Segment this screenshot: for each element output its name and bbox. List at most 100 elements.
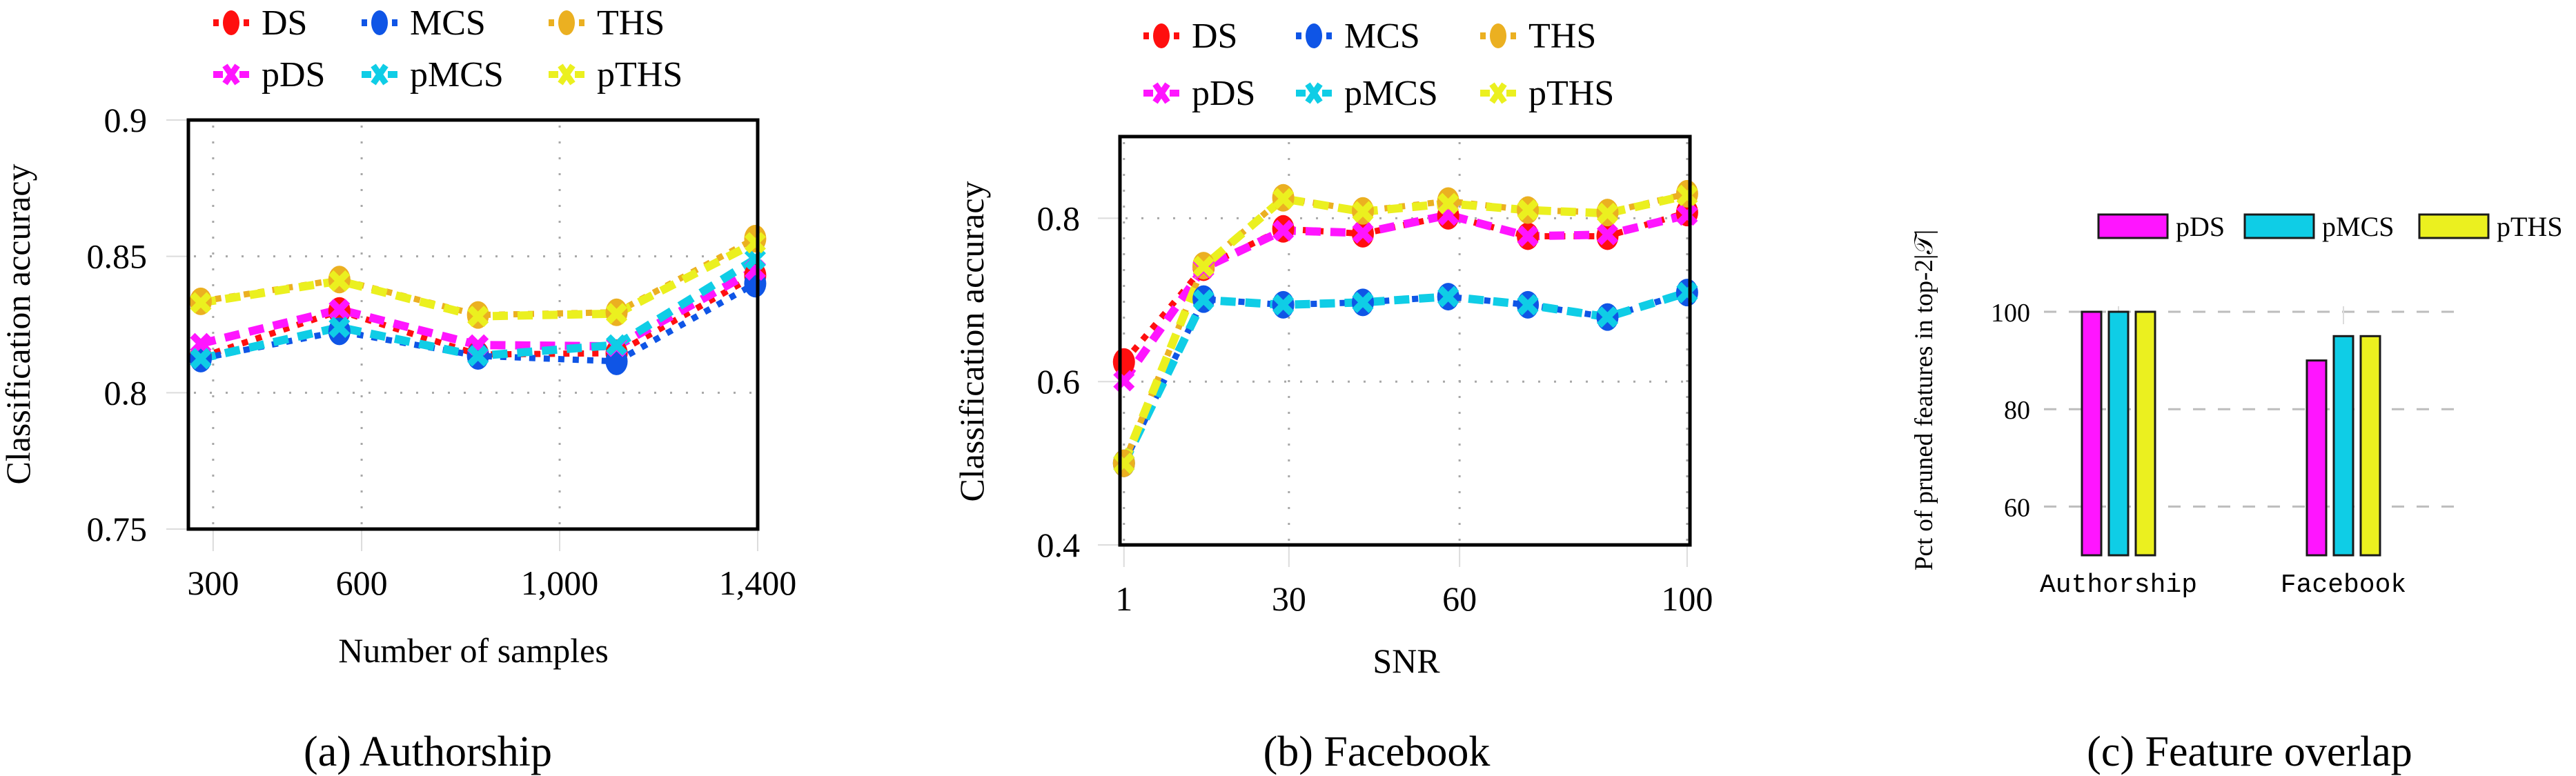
legend-label: pMCS — [2322, 211, 2395, 242]
series-line-pds — [1120, 210, 1689, 384]
legend-label: pDS — [1192, 74, 1255, 113]
legend-item-pds: pDS — [2097, 211, 2225, 242]
x-tick-label: Facebook — [2281, 570, 2406, 600]
legend-marker-circle-icon — [1153, 23, 1170, 48]
x-tick-label: 30 — [1272, 579, 1306, 618]
data-point-pds — [1596, 223, 1619, 246]
legend-marker-cross-icon — [1305, 82, 1323, 104]
bars-feature-overlap — [2081, 310, 2381, 557]
legend-marker-circle-icon — [558, 10, 575, 35]
legend-label: pDS — [262, 55, 325, 94]
data-point-pmcs — [1272, 294, 1295, 316]
x-tick-label: 300 — [187, 564, 239, 602]
data-point-ds — [1112, 348, 1135, 376]
y-tick-label: 0.6 — [1037, 362, 1081, 401]
legend-swatch-icon — [2418, 213, 2490, 239]
bar-pmcs-facebook — [2332, 335, 2354, 557]
legend-item-ths: THS — [1480, 17, 1596, 56]
panel-feature-overlap: pDS pMCS pTHS 60 80 100 Authorship Facebook P… — [1910, 211, 2563, 775]
legend-item-pds: pDS — [1143, 74, 1255, 113]
legend-marker-cross-icon — [222, 63, 240, 86]
series-line-pths — [1120, 191, 1689, 465]
yticks-facebook: 0.4 0.6 0.8 — [1037, 199, 1081, 564]
x-axis-label-authorship: Number of samples — [338, 631, 609, 670]
series-authorship — [189, 224, 767, 375]
bar-pds-authorship — [2081, 310, 2103, 557]
plot-frame-authorship — [186, 118, 760, 531]
data-point-pds — [328, 299, 351, 321]
plot-frame-facebook — [1118, 135, 1692, 547]
legend-feature-overlap: pDS pMCS pTHS — [2097, 211, 2563, 242]
legend-item-ds: DS — [213, 3, 307, 43]
data-point-pths — [744, 232, 766, 254]
panel-authorship: DS MCS THS pDS pMCS pTHS 0.75 0.8 0.85 0.9 300 60… — [0, 3, 796, 775]
data-point-pths — [1676, 184, 1698, 206]
data-point-pds — [1272, 219, 1295, 241]
y-tick-label: 0.85 — [87, 237, 148, 276]
legend-marker-circle-icon — [223, 10, 239, 35]
legend-label: pTHS — [597, 55, 682, 94]
data-point-pths — [606, 303, 628, 325]
legend-swatch-icon — [2097, 213, 2169, 239]
legend-label: THS — [597, 3, 665, 43]
legend-item-mcs: MCS — [362, 3, 486, 43]
legend-marker-cross-icon — [371, 63, 389, 86]
legend-item-ths: THS — [549, 3, 665, 43]
x-tick-label: 100 — [1661, 579, 1713, 618]
data-point-pds — [1676, 204, 1698, 226]
y-axis-label-authorship: Classification accuracy — [0, 163, 37, 484]
legend-swatch-icon — [2243, 213, 2315, 239]
bar-pths-authorship — [2134, 310, 2156, 557]
grid-authorship — [166, 119, 759, 551]
data-point-pmcs — [1192, 289, 1215, 311]
legend-label: pMCS — [1344, 74, 1438, 113]
data-point-pths — [328, 270, 351, 292]
x-tick-label: 1 — [1115, 579, 1132, 618]
caption-facebook: (b) Facebook — [1264, 728, 1491, 775]
y-axis-label-feature-overlap: Pct of pruned features in top-2|𝒯| — [1910, 230, 1938, 570]
legend-label: THS — [1528, 17, 1596, 56]
data-point-pths — [1192, 255, 1215, 277]
legend-item-pmcs: pMCS — [362, 55, 504, 94]
y-tick-label: 0.4 — [1037, 526, 1081, 564]
x-tick-label: 1,000 — [521, 564, 599, 602]
legend-marker-cross-icon — [1489, 82, 1507, 104]
legend-label: pTHS — [2497, 211, 2563, 242]
legend-item-pds: pDS — [213, 55, 325, 94]
data-point-pths — [1272, 188, 1295, 210]
y-tick-label: 80 — [2004, 396, 2030, 425]
legend-label: DS — [262, 3, 307, 43]
data-point-pmcs — [1676, 281, 1698, 304]
legend-item-mcs: MCS — [1296, 17, 1420, 56]
legend-label: pDS — [2176, 211, 2225, 242]
data-point-pmcs — [606, 334, 628, 356]
legend-label: pTHS — [1528, 74, 1614, 113]
legend-item-pths: pTHS — [1480, 74, 1614, 113]
x-tick-label: Authorship — [2040, 570, 2197, 600]
xticks-feature-overlap: Authorship Facebook — [2040, 570, 2406, 600]
grid-facebook — [1098, 142, 1689, 567]
legend-authorship: DS MCS THS pDS pMCS pTHS — [213, 3, 682, 94]
yticks-authorship: 0.75 0.8 0.85 0.9 — [87, 101, 148, 548]
legend-item-pths: pTHS — [549, 55, 682, 94]
series-line-pmcs — [1120, 288, 1689, 466]
data-point-pmcs — [744, 248, 766, 270]
legend-item-pths: pTHS — [2418, 211, 2563, 242]
bar-pmcs-authorship — [2107, 310, 2130, 557]
xticks-facebook: 1 30 60 100 — [1115, 579, 1713, 618]
data-point-pths — [1596, 202, 1619, 224]
legend-label: pMCS — [410, 55, 504, 94]
legend-marker-circle-icon — [371, 10, 388, 35]
legend-facebook: DS MCS THS pDS pMCS pTHS — [1143, 17, 1614, 113]
caption-authorship: (a) Authorship — [304, 728, 552, 775]
data-point-pmcs — [1352, 291, 1374, 313]
y-tick-label: 0.75 — [87, 510, 148, 548]
panel-facebook: DS MCS THS pDS pMCS pTHS 0.4 0.6 0.8 1 30 60 100 C… — [952, 17, 1713, 775]
series-facebook — [1112, 179, 1698, 477]
legend-marker-circle-icon — [1490, 23, 1506, 48]
legend-item-ds: DS — [1143, 17, 1237, 56]
legend-marker-cross-icon — [558, 63, 576, 86]
x-axis-label-facebook: SNR — [1373, 641, 1440, 680]
data-point-pths — [1352, 201, 1374, 223]
